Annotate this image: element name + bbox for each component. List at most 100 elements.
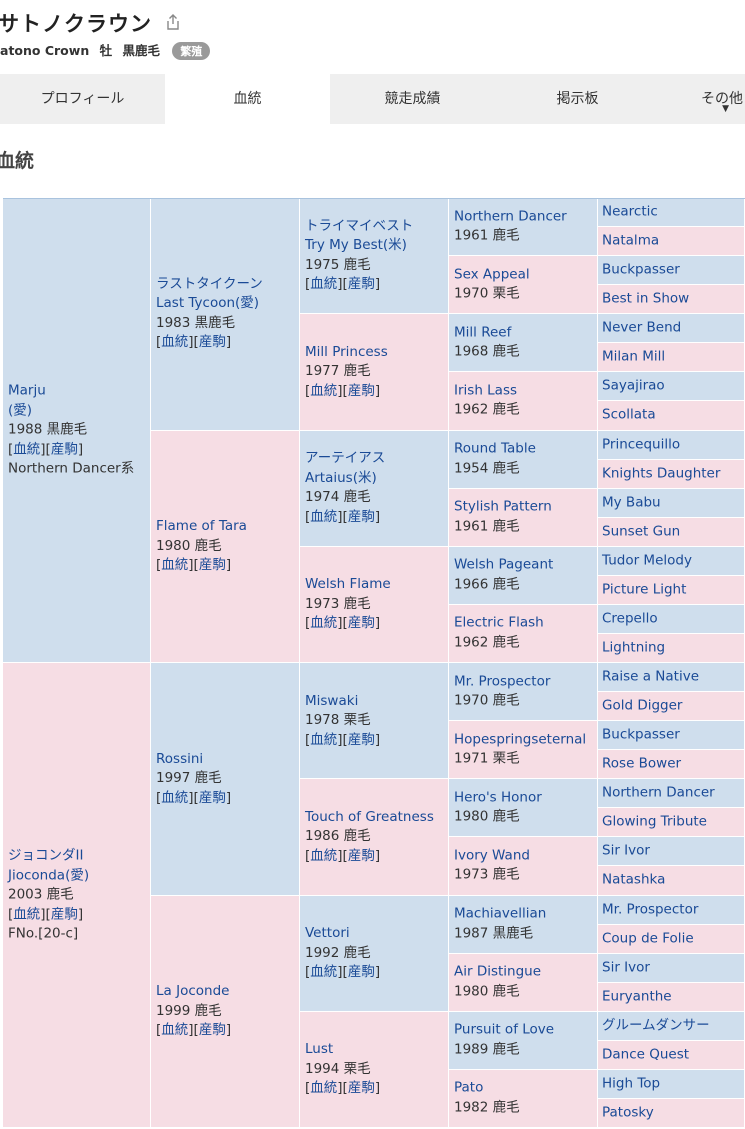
pedigree-link[interactable]: 血統	[310, 382, 338, 399]
pedigree-link[interactable]: 血統	[310, 847, 338, 864]
horse-name-link[interactable]: Coup de Folie	[602, 929, 694, 946]
horse-name-link[interactable]: Buckpasser	[602, 261, 680, 278]
progeny-link[interactable]: 産駒	[347, 731, 375, 748]
progeny-link[interactable]: 産駒	[50, 440, 78, 457]
horse-name-link[interactable]: Scollata	[602, 406, 656, 423]
horse-name-link[interactable]: Vettori	[305, 924, 350, 941]
tab-pedigree[interactable]: 血統	[165, 74, 330, 124]
progeny-link[interactable]: 産駒	[50, 905, 78, 922]
progeny-link[interactable]: 産駒	[198, 1022, 226, 1038]
horse-name-link[interactable]: Mill Reef	[454, 324, 512, 341]
horse-name-link[interactable]: Welsh Pageant	[454, 556, 554, 573]
horse-name-link[interactable]: Ivory Wand	[454, 847, 530, 864]
horse-name-link[interactable]: ラストタイクーン	[156, 275, 263, 292]
horse-name-link[interactable]: Best in Show	[602, 290, 690, 307]
horse-name-link[interactable]: Stylish Pattern	[454, 498, 552, 515]
horse-origin-link[interactable]: Jioconda(愛)	[8, 866, 90, 883]
horse-name-link[interactable]: Natashka	[602, 871, 666, 888]
pedigree-link[interactable]: 血統	[310, 963, 338, 980]
pedigree-link[interactable]: 血統	[310, 1080, 338, 1097]
pedigree-link[interactable]: 血統	[310, 731, 338, 748]
horse-name-link[interactable]: Euryanthe	[602, 987, 672, 1004]
horse-name-link[interactable]: Pursuit of Love	[454, 1021, 555, 1038]
horse-name-link[interactable]: アーテイアス	[305, 450, 386, 467]
horse-origin-link[interactable]: Last Tycoon(愛)	[156, 295, 260, 312]
horse-name-link[interactable]: Picture Light	[602, 581, 687, 598]
horse-name-link[interactable]: High Top	[602, 1075, 661, 1092]
horse-name-link[interactable]: Irish Lass	[454, 382, 518, 399]
horse-name-link[interactable]: Sex Appeal	[454, 266, 530, 283]
pedigree-link[interactable]: 血統	[13, 440, 41, 457]
progeny-link[interactable]: 産駒	[347, 847, 375, 864]
progeny-link[interactable]: 産駒	[198, 789, 226, 806]
horse-name-link[interactable]: Electric Flash	[454, 614, 544, 631]
horse-name-link[interactable]: Sir Ivor	[602, 958, 650, 975]
horse-name-link[interactable]: Round Table	[454, 440, 536, 457]
horse-name-link[interactable]: Welsh Flame	[305, 576, 391, 593]
pedigree-link[interactable]: 血統	[13, 905, 41, 922]
pedigree-link[interactable]: 血統	[310, 276, 338, 293]
pedigree-link[interactable]: 血統	[310, 508, 338, 525]
horse-name-link[interactable]: グルームダンサー	[602, 1017, 710, 1034]
horse-name-link[interactable]: My Babu	[602, 493, 661, 510]
horse-name-link[interactable]: Never Bend	[602, 319, 682, 336]
progeny-link[interactable]: 産駒	[198, 334, 226, 351]
pedigree-link[interactable]: 血統	[161, 557, 189, 573]
progeny-link[interactable]: 産駒	[347, 1080, 375, 1097]
horse-name-link[interactable]: Flame of Tara	[156, 518, 247, 534]
horse-name-link[interactable]: Northern Dancer	[454, 208, 567, 225]
horse-name-link[interactable]: Mr. Prospector	[602, 900, 699, 917]
progeny-link[interactable]: 産駒	[347, 615, 375, 632]
horse-name-link[interactable]: Northern Dancer	[602, 784, 715, 801]
horse-name-link[interactable]: Miswaki	[305, 692, 359, 709]
horse-origin-link[interactable]: (愛)	[8, 401, 33, 418]
horse-name-link[interactable]: Milan Mill	[602, 348, 666, 365]
tab-other[interactable]: その他 ▼	[660, 74, 745, 124]
horse-name-link[interactable]: Tudor Melody	[602, 552, 692, 569]
share-icon[interactable]	[166, 14, 180, 30]
tab-race-results[interactable]: 競走成績	[330, 74, 495, 124]
horse-name-link[interactable]: Mr. Prospector	[454, 673, 551, 690]
pedigree-link[interactable]: 血統	[310, 615, 338, 632]
horse-name-link[interactable]: Sir Ivor	[602, 842, 650, 859]
horse-name-link[interactable]: Pato	[454, 1079, 484, 1096]
horse-origin-link[interactable]: Try My Best(米)	[305, 237, 407, 254]
horse-name-link[interactable]: ジョコンダII	[8, 847, 84, 864]
horse-name-link[interactable]: Rose Bower	[602, 755, 682, 772]
horse-origin-link[interactable]: Artaius(米)	[305, 469, 377, 486]
pedigree-link[interactable]: 血統	[161, 789, 189, 806]
horse-name-link[interactable]: Lightning	[602, 639, 666, 656]
horse-name-link[interactable]: Touch of Greatness	[305, 808, 434, 825]
horse-name-link[interactable]: Dance Quest	[602, 1046, 690, 1063]
horse-name-link[interactable]: Sunset Gun	[602, 522, 681, 539]
horse-name-link[interactable]: Air Distingue	[454, 963, 542, 980]
horse-name-link[interactable]: Crepello	[602, 610, 658, 627]
pedigree-link[interactable]: 血統	[161, 1022, 189, 1038]
progeny-link[interactable]: 産駒	[347, 276, 375, 293]
horse-name-link[interactable]: Hopespringseternal	[454, 731, 587, 748]
horse-name-link[interactable]: Raise a Native	[602, 668, 700, 685]
pedigree-link[interactable]: 血統	[161, 334, 189, 351]
horse-name-link[interactable]: Gold Digger	[602, 697, 683, 714]
horse-name-link[interactable]: Nearctic	[602, 203, 658, 220]
horse-name-link[interactable]: Mill Princess	[305, 343, 388, 360]
horse-name-link[interactable]: Rossini	[156, 750, 204, 767]
horse-name-link[interactable]: Patosky	[602, 1104, 654, 1121]
progeny-link[interactable]: 産駒	[198, 557, 226, 573]
horse-name-link[interactable]: Machiavellian	[454, 905, 547, 922]
horse-name-link[interactable]: Marju	[8, 382, 46, 399]
horse-name-link[interactable]: Hero's Honor	[454, 789, 542, 806]
horse-name-link[interactable]: Princequillo	[602, 435, 681, 452]
horse-name-link[interactable]: La Joconde	[156, 983, 230, 999]
progeny-link[interactable]: 産駒	[347, 963, 375, 980]
tab-profile[interactable]: プロフィール	[0, 74, 165, 124]
horse-name-link[interactable]: Buckpasser	[602, 726, 680, 743]
progeny-link[interactable]: 産駒	[347, 508, 375, 525]
horse-name-link[interactable]: Glowing Tribute	[602, 813, 707, 830]
horse-name-link[interactable]: トライマイベスト	[305, 217, 414, 234]
horse-name-link[interactable]: Lust	[305, 1041, 334, 1058]
horse-name-link[interactable]: Knights Daughter	[602, 464, 721, 481]
horse-name-link[interactable]: Natalma	[602, 232, 660, 249]
tab-board[interactable]: 掲示板	[495, 74, 660, 124]
progeny-link[interactable]: 産駒	[347, 382, 375, 399]
